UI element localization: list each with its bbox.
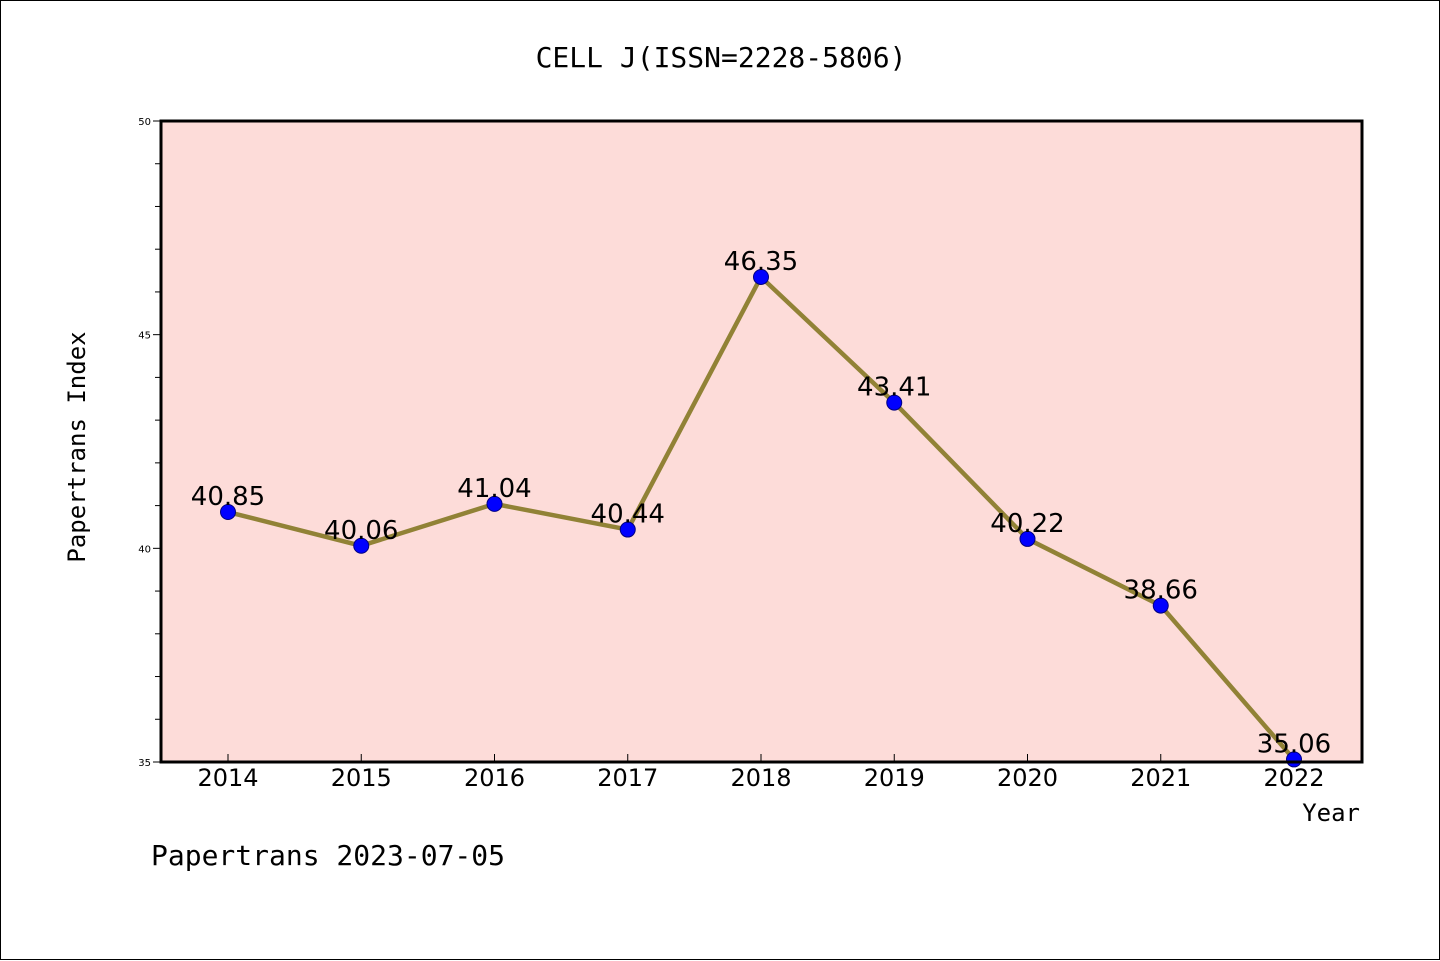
y-tick-label: 35 xyxy=(138,758,151,769)
data-point-marker xyxy=(220,504,236,521)
data-point-marker xyxy=(886,394,903,411)
data-point-marker xyxy=(353,537,370,554)
data-label: 41.04 xyxy=(457,474,531,504)
plot-area xyxy=(161,121,1362,762)
x-tick-label: 2022 xyxy=(1263,764,1324,792)
chart-title: CELL J(ISSN=2228-5806) xyxy=(536,41,907,74)
marker-layer xyxy=(220,268,1302,768)
data-label: 40.06 xyxy=(324,516,398,546)
data-label: 46.35 xyxy=(724,247,798,277)
x-axis-title: Year xyxy=(1302,799,1360,827)
data-label: 43.41 xyxy=(857,373,931,403)
x-tick-label: 2014 xyxy=(197,764,258,792)
x-tick-label: 2018 xyxy=(730,764,791,792)
data-label: 40.22 xyxy=(990,509,1064,539)
data-point-marker xyxy=(619,521,636,538)
y-tick-label: 40 xyxy=(138,544,151,555)
x-tick-label: 2016 xyxy=(464,764,525,792)
data-label: 35.06 xyxy=(1257,729,1331,759)
data-label: 40.44 xyxy=(591,500,665,530)
y-axis-ticks: 35 40 45 50 xyxy=(138,117,161,769)
y-tick-label: 45 xyxy=(138,331,151,342)
data-point-marker xyxy=(1019,530,1036,547)
data-point-marker xyxy=(486,495,503,512)
y-tick-label: 50 xyxy=(138,117,151,128)
data-label: 40.85 xyxy=(191,482,265,512)
y-axis-title: Papertrans Index xyxy=(63,331,91,562)
data-label: 38.66 xyxy=(1124,576,1198,606)
x-axis-ticks: 2014 2015 2016 2017 2018 2019 2020 2021 2022 xyxy=(197,754,1325,792)
data-point-marker xyxy=(1152,597,1169,614)
data-label-layer: 40.85 40.06 41.04 40.44 46.35 43.41 40.22 38.66… xyxy=(191,247,1331,759)
x-tick-label: 2020 xyxy=(997,764,1058,792)
x-tick-label: 2017 xyxy=(597,764,658,792)
plot-border xyxy=(159,119,1364,764)
x-tick-label: 2021 xyxy=(1130,764,1191,792)
data-point-marker xyxy=(753,268,769,285)
x-tick-label: 2019 xyxy=(864,764,925,792)
footer-text: Papertrans 2023-07-05 xyxy=(151,839,505,872)
x-tick-label: 2015 xyxy=(331,764,392,792)
